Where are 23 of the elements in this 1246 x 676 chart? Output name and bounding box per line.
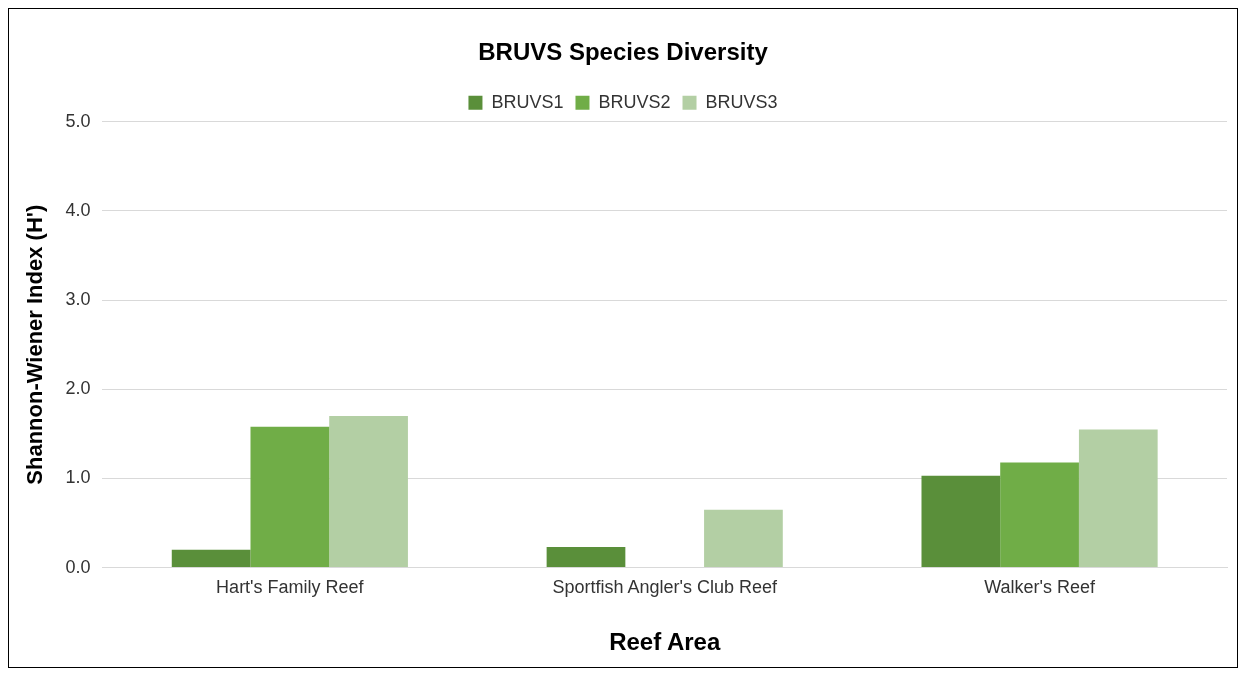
- y-tick-label: 1.0: [65, 467, 91, 488]
- bar: [250, 426, 330, 568]
- x-tick-label: Sportfish Angler's Club Reef: [552, 577, 778, 598]
- bar: [704, 509, 783, 568]
- bar: [1000, 462, 1079, 568]
- bar: [171, 549, 251, 568]
- x-tick-label: Hart's Family Reef: [216, 577, 365, 598]
- y-tick-label: 4.0: [65, 199, 91, 220]
- y-tick-label: 0.0: [65, 556, 91, 577]
- y-tick-label: 5.0: [65, 110, 91, 131]
- legend-label: BRUVS3: [705, 91, 778, 112]
- y-axis-title: Shannon-Wiener Index (H'): [22, 204, 48, 485]
- y-tick-label: 3.0: [65, 289, 91, 310]
- x-tick-label: Walker's Reef: [984, 577, 1096, 598]
- y-tick-label: 2.0: [65, 378, 91, 399]
- bar: [921, 475, 1001, 568]
- bar: [1078, 429, 1158, 568]
- legend-label: BRUVS2: [598, 91, 671, 112]
- x-axis-title: Reef Area: [609, 628, 721, 656]
- chart-title: BRUVS Species Diversity: [478, 38, 769, 66]
- legend-label: BRUVS1: [491, 91, 564, 112]
- bar: [329, 416, 408, 568]
- bar: [546, 547, 626, 568]
